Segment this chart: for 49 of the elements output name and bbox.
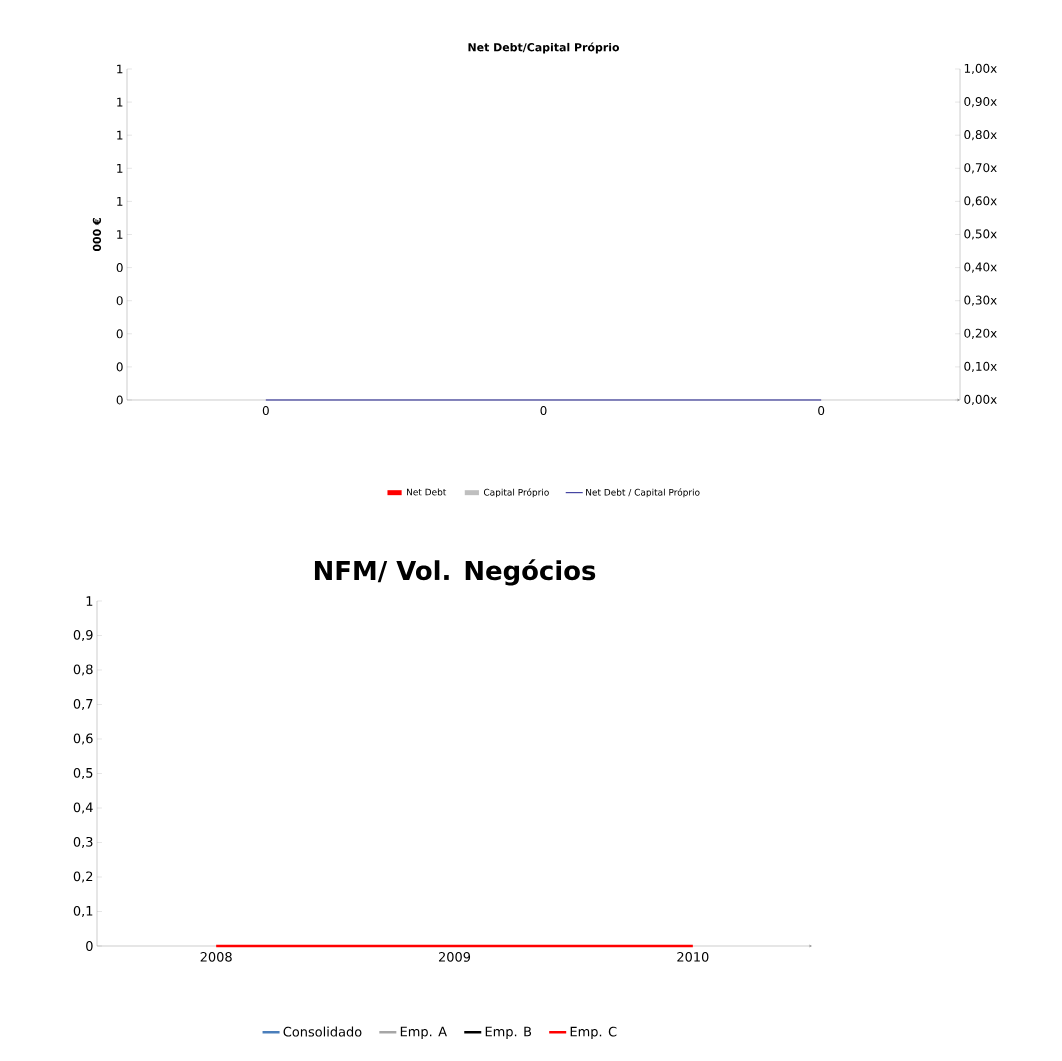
y-tick-label: 0,2 xyxy=(73,871,93,883)
x-tick-label: 0 xyxy=(540,406,547,416)
y2-tick-label: 0,00x xyxy=(964,394,997,406)
y-tick-label: 1 xyxy=(117,130,123,140)
y2-tick-label: 1,00x xyxy=(964,63,997,75)
y2-tick-label: 0,80x xyxy=(964,130,997,141)
x-tick-label: 2010 xyxy=(677,952,709,962)
y-tick-label: 0,9 xyxy=(73,629,93,642)
legend-label: Emp. B xyxy=(485,1026,532,1039)
y2-tick-label: 0,30x xyxy=(964,295,997,306)
y-tick-label: 1 xyxy=(117,230,123,239)
y-tick-label: 0 xyxy=(116,296,123,306)
y2-tick-label: 0,60x xyxy=(964,196,997,207)
x-tick-label: 0 xyxy=(818,406,825,416)
y-axis-title: 000 € xyxy=(92,218,102,252)
x-tick-label: 2008 xyxy=(200,952,232,962)
chart-title: Net Debt/Capital Próprio xyxy=(468,42,620,54)
y-tick-label: 0,1 xyxy=(73,905,93,918)
legend-label: Capital Próprio xyxy=(483,488,549,498)
y-tick-label: 1 xyxy=(117,197,123,206)
legend-label: Net Debt / Capital Próprio xyxy=(586,488,700,498)
y-tick-label: 0 xyxy=(116,395,123,405)
y2-tick-label: 0,40x xyxy=(964,262,997,273)
y2-tick-label: 0,10x xyxy=(964,361,997,373)
y-tick-label: 0 xyxy=(116,263,123,273)
y-tick-label: 0 xyxy=(116,329,123,339)
chart-title: NFM/ Vol. Negócios xyxy=(314,559,596,586)
legend-label: Consolidado xyxy=(283,1026,362,1037)
y2-tick-label: 0,90x xyxy=(964,96,997,108)
x-tick-label: 0 xyxy=(262,406,269,416)
y-tick-label: 0,7 xyxy=(73,698,93,711)
y-tick-label: 1 xyxy=(117,163,123,173)
y-tick-label: 0,6 xyxy=(73,733,93,745)
y2-tick-label: 0,70x xyxy=(964,163,997,174)
legend-label: Emp. C xyxy=(570,1026,617,1039)
y2-tick-label: 0,20x xyxy=(964,328,997,339)
y-tick-label: 0 xyxy=(116,362,123,372)
x-tick-label: 2009 xyxy=(438,952,471,962)
y-tick-label: 0,3 xyxy=(73,836,93,849)
y-tick-label: 1 xyxy=(117,64,123,74)
y-tick-label: 0,5 xyxy=(73,767,93,780)
legend-label: Net Debt xyxy=(407,488,447,496)
y-tick-label: 0,8 xyxy=(73,664,93,676)
y-tick-label: 1 xyxy=(86,596,93,606)
y2-tick-label: 0,50x xyxy=(964,229,997,240)
y-tick-label: 0 xyxy=(86,941,93,951)
y-tick-label: 0,4 xyxy=(73,802,93,814)
y-tick-label: 1 xyxy=(117,97,123,107)
legend-label: Emp. A xyxy=(400,1026,447,1039)
